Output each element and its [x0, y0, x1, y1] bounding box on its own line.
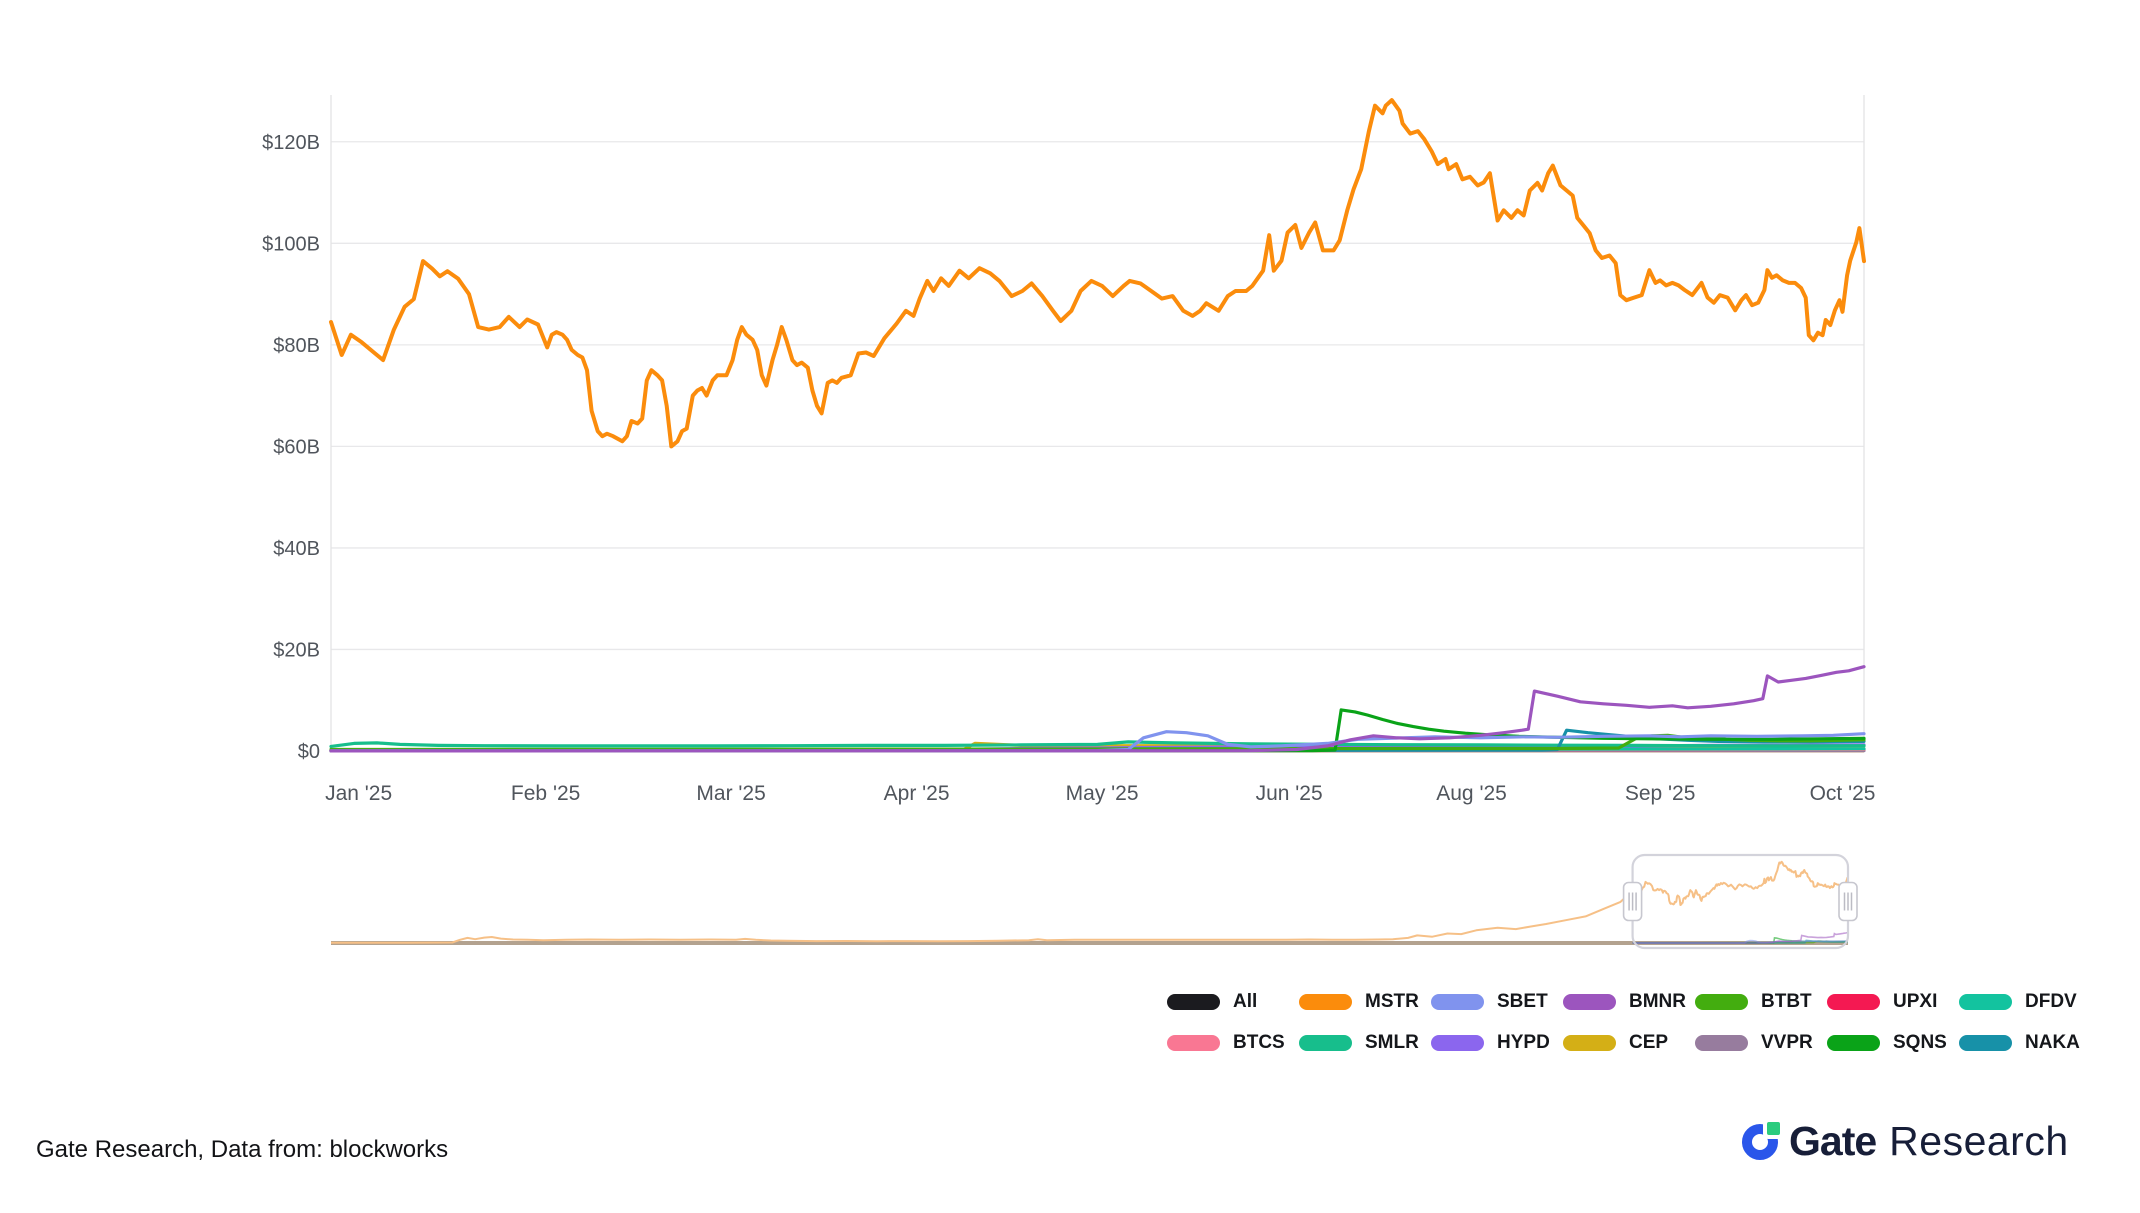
logo-brand-text: Gate — [1789, 1118, 1876, 1165]
legend-item-CEP[interactable]: CEP — [1563, 1033, 1695, 1052]
legend-label-VVPR: VVPR — [1761, 1033, 1813, 1052]
legend-swatch-UPXI — [1827, 994, 1880, 1010]
x-tick-label: Sep '25 — [1625, 782, 1696, 805]
y-tick-label: $40B — [273, 538, 320, 560]
legend-label-BTCS: BTCS — [1233, 1033, 1285, 1052]
navigator-line-MSTR — [331, 862, 1848, 943]
legend-item-All[interactable]: All — [1167, 992, 1299, 1011]
legend: All MSTR SBET BMNR BTBT UPXI DFDV BTCS SMLR HYPD C… — [1167, 992, 2091, 1052]
legend-label-BTBT: BTBT — [1761, 992, 1812, 1011]
legend-label-BMNR: BMNR — [1629, 992, 1686, 1011]
y-tick-label: $20B — [273, 639, 320, 661]
legend-swatch-SQNS — [1827, 1035, 1880, 1051]
series-line-SMLR — [331, 742, 1864, 747]
legend-swatch-BTCS — [1167, 1035, 1220, 1051]
legend-label-NAKA: NAKA — [2025, 1033, 2080, 1052]
legend-swatch-BMNR — [1563, 994, 1616, 1010]
legend-label-SBET: SBET — [1497, 992, 1548, 1011]
x-tick-label: Oct '25 — [1810, 782, 1876, 805]
legend-label-SQNS: SQNS — [1893, 1033, 1947, 1052]
legend-label-All: All — [1233, 992, 1257, 1011]
legend-item-MSTR[interactable]: MSTR — [1299, 992, 1431, 1011]
gate-logo-icon — [1742, 1124, 1778, 1160]
legend-swatch-MSTR — [1299, 994, 1352, 1010]
legend-swatch-SBET — [1431, 994, 1484, 1010]
legend-swatch-DFDV — [1959, 994, 2012, 1010]
legend-swatch-VVPR — [1695, 1035, 1748, 1051]
navigator-selection[interactable] — [1633, 855, 1848, 948]
legend-label-HYPD: HYPD — [1497, 1033, 1550, 1052]
gate-research-logo: Gate Research — [1742, 1118, 2069, 1165]
legend-label-DFDV: DFDV — [2025, 992, 2077, 1011]
x-tick-label: Apr '25 — [884, 782, 950, 805]
legend-item-BTCS[interactable]: BTCS — [1167, 1033, 1299, 1052]
legend-item-DFDV[interactable]: DFDV — [1959, 992, 2091, 1011]
legend-label-CEP: CEP — [1629, 1033, 1668, 1052]
legend-item-VVPR[interactable]: VVPR — [1695, 1033, 1827, 1052]
legend-swatch-CEP — [1563, 1035, 1616, 1051]
x-tick-label: Aug '25 — [1436, 782, 1507, 805]
legend-label-UPXI: UPXI — [1893, 992, 1937, 1011]
data-source-note: Gate Research, Data from: blockworks — [36, 1136, 448, 1164]
y-tick-label: $60B — [273, 436, 320, 458]
legend-item-SQNS[interactable]: SQNS — [1827, 1033, 1959, 1052]
legend-swatch-SMLR — [1299, 1035, 1352, 1051]
x-tick-label: May '25 — [1066, 782, 1139, 805]
legend-label-SMLR: SMLR — [1365, 1033, 1419, 1052]
legend-item-SMLR[interactable]: SMLR — [1299, 1033, 1431, 1052]
legend-item-SBET[interactable]: SBET — [1431, 992, 1563, 1011]
x-tick-label: Jan '25 — [325, 782, 392, 805]
legend-item-BTBT[interactable]: BTBT — [1695, 992, 1827, 1011]
y-tick-label: $100B — [262, 233, 320, 255]
legend-swatch-HYPD — [1431, 1035, 1484, 1051]
series-line-MSTR — [331, 100, 1864, 446]
legend-swatch-BTBT — [1695, 994, 1748, 1010]
legend-item-UPXI[interactable]: UPXI — [1827, 992, 1959, 1011]
y-tick-label: $120B — [262, 132, 320, 154]
x-tick-label: Feb '25 — [511, 782, 580, 805]
legend-swatch-All — [1167, 994, 1220, 1010]
legend-label-MSTR: MSTR — [1365, 992, 1419, 1011]
y-tick-label: $80B — [273, 335, 320, 357]
y-tick-label: $0 — [298, 741, 320, 763]
logo-suffix-text: Research — [1889, 1118, 2068, 1165]
x-tick-label: Jun '25 — [1256, 782, 1323, 805]
legend-swatch-NAKA — [1959, 1035, 2012, 1051]
legend-item-BMNR[interactable]: BMNR — [1563, 992, 1695, 1011]
x-tick-label: Mar '25 — [696, 782, 765, 805]
legend-item-NAKA[interactable]: NAKA — [1959, 1033, 2091, 1052]
legend-item-HYPD[interactable]: HYPD — [1431, 1033, 1563, 1052]
